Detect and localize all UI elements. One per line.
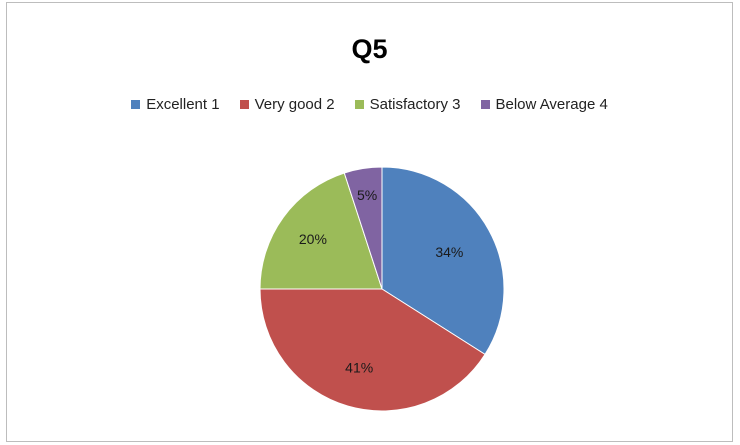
legend-swatch-excellent: [131, 100, 141, 109]
chart-legend: Excellent 1 Very good 2 Satisfactory 3 B…: [7, 96, 732, 113]
legend-swatch-satisfactory: [354, 100, 364, 109]
chart-title: Q5: [351, 34, 388, 64]
data-label-below-average: 5%: [357, 187, 377, 203]
slice-very-good: [259, 288, 486, 412]
legend-label-very-good: Very good 2: [254, 96, 335, 113]
legend-label-below-average: Below Average 4: [495, 96, 608, 113]
data-label-excellent: 34%: [435, 244, 463, 260]
slice-excellent: [381, 166, 505, 356]
legend-item-excellent: Excellent 1: [131, 96, 220, 113]
data-label-satisfactory: 20%: [299, 231, 327, 247]
slice-below-average: [343, 166, 383, 290]
data-label-very-good: 41%: [345, 359, 373, 375]
chart-frame: Q5 Excellent 1 Very good 2 Satisfactory …: [6, 2, 733, 442]
legend-item-very-good: Very good 2: [239, 96, 335, 113]
slice-satisfactory: [259, 172, 383, 290]
legend-swatch-below-average: [480, 100, 490, 109]
pie-chart: 34% 41% 20% 5%: [259, 166, 505, 412]
legend-item-satisfactory: Satisfactory 3: [354, 96, 461, 113]
legend-label-excellent: Excellent 1: [146, 96, 220, 113]
legend-label-satisfactory: Satisfactory 3: [369, 96, 461, 113]
legend-swatch-very-good: [239, 100, 249, 109]
legend-item-below-average: Below Average 4: [480, 96, 608, 113]
